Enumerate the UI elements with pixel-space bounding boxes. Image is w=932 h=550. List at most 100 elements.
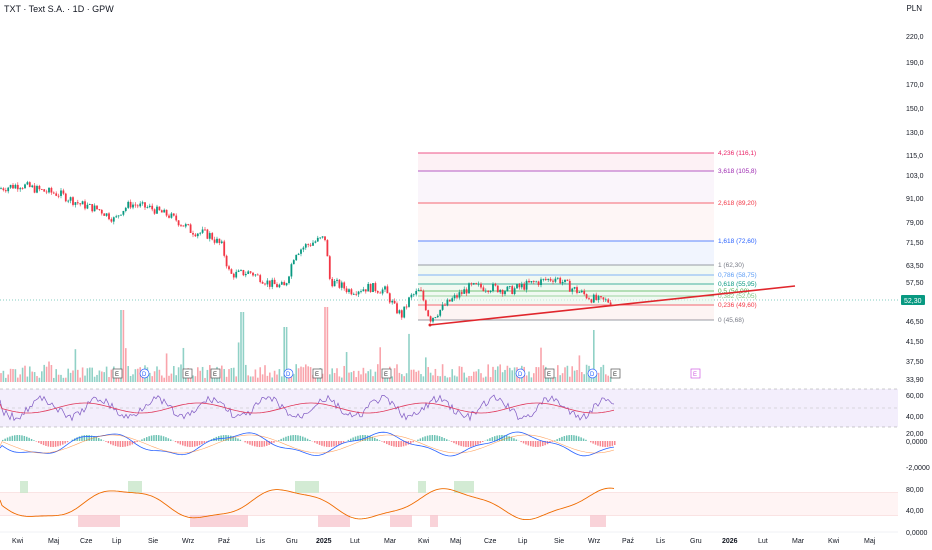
macd-histogram-bar xyxy=(429,435,431,441)
macd-histogram-bar xyxy=(508,436,510,441)
candle-body xyxy=(55,193,58,196)
candle-body xyxy=(304,244,307,248)
macd-histogram-bar xyxy=(131,441,134,445)
volume-bar xyxy=(607,375,609,382)
volume-bar xyxy=(511,370,513,382)
macd-histogram-bar xyxy=(153,435,155,441)
candle-body xyxy=(379,292,382,294)
macd-histogram-bar xyxy=(575,435,578,441)
candle-body xyxy=(475,283,478,285)
volume-bar xyxy=(547,377,549,382)
candle-body xyxy=(424,300,427,311)
macd-histogram-bar xyxy=(542,441,544,447)
volume-bar xyxy=(182,347,185,382)
volume-bar xyxy=(477,369,480,382)
volume-bar xyxy=(117,377,120,382)
macd-histogram-bar xyxy=(323,441,326,447)
candle-body xyxy=(552,280,554,282)
volume-bar xyxy=(372,376,374,382)
candle-body xyxy=(300,249,302,254)
macd-histogram-bar xyxy=(570,435,573,441)
candle-body xyxy=(76,202,79,204)
earnings-marker xyxy=(381,368,392,379)
volume-bar xyxy=(254,369,257,382)
macd-histogram-bar xyxy=(314,441,316,443)
volume-bar xyxy=(482,377,485,382)
candle-body xyxy=(436,315,439,318)
macd-histogram-bar xyxy=(366,435,369,441)
macd-histogram-bar xyxy=(234,437,237,441)
volume-bar xyxy=(525,375,528,382)
candle-body xyxy=(564,279,566,283)
candle-body xyxy=(585,294,588,299)
candle-body xyxy=(460,292,463,294)
volume-bar xyxy=(593,330,595,382)
macd-histogram-bar xyxy=(40,441,42,445)
macd-histogram-bar xyxy=(402,441,405,447)
candle-body xyxy=(38,185,41,190)
trendline-anchor xyxy=(428,323,432,327)
candle-body xyxy=(604,299,607,301)
volume-bar xyxy=(341,377,343,382)
macd-histogram-bar xyxy=(534,441,537,447)
candle-body xyxy=(235,271,238,278)
macd-histogram-bar xyxy=(290,435,292,441)
candle-body xyxy=(566,279,569,281)
macd-histogram-bar xyxy=(261,441,263,447)
macd-histogram-bar xyxy=(2,439,4,441)
macd-histogram-bar xyxy=(244,441,246,443)
volume-bar xyxy=(408,333,410,382)
macd-histogram-bar xyxy=(328,441,330,447)
candle-body xyxy=(350,289,353,295)
volume-bar xyxy=(362,367,365,382)
macd-histogram-bar xyxy=(561,436,563,441)
currency-label[interactable]: PLN xyxy=(906,4,922,13)
candle-body xyxy=(112,217,115,222)
macd-histogram-bar xyxy=(38,441,40,443)
volume-bar xyxy=(84,375,86,382)
symbol-title[interactable]: TXT · Text S.A. · 1D · GPW xyxy=(4,4,114,14)
volume-bar xyxy=(415,371,417,382)
macd-histogram-bar xyxy=(30,438,33,441)
macd-histogram-bar xyxy=(107,441,110,444)
candle-body xyxy=(0,188,2,190)
volume-bar xyxy=(163,377,165,382)
macd-histogram-bar xyxy=(155,435,158,441)
candle-body xyxy=(540,279,542,286)
candle-body xyxy=(28,182,31,187)
volume-bar xyxy=(609,377,612,382)
candle-body xyxy=(290,264,293,277)
rsi-scale-tick: 40,00 xyxy=(906,414,924,421)
volume-bar xyxy=(463,372,465,382)
volume-bar xyxy=(281,376,283,382)
volume-bar xyxy=(348,372,350,382)
volume-bar xyxy=(266,375,269,382)
volume-bar xyxy=(461,366,463,382)
macd-scale-tick: -2,0000 xyxy=(906,465,930,472)
volume-bar xyxy=(55,369,57,382)
volume-bar xyxy=(151,376,153,382)
candle-body xyxy=(151,205,154,210)
macd-histogram-bar xyxy=(71,439,74,441)
volume-bar xyxy=(492,366,494,382)
volume-bar xyxy=(0,373,2,382)
candle-body xyxy=(67,200,70,202)
volume-bar xyxy=(497,366,499,382)
candle-body xyxy=(232,273,235,278)
volume-bar xyxy=(158,369,161,382)
macd-histogram-bar xyxy=(136,441,138,442)
volume-bar xyxy=(132,374,134,382)
candle-body xyxy=(316,237,319,242)
macd-histogram-bar xyxy=(525,441,527,445)
candle-body xyxy=(559,277,562,284)
candle-body xyxy=(518,284,521,288)
volume-bar xyxy=(585,364,588,382)
volume-bar xyxy=(427,367,429,382)
macd-histogram-bar xyxy=(412,441,414,443)
candle-body xyxy=(537,281,540,286)
candle-body xyxy=(177,220,180,226)
fib-level-label: 0,382 (52,05) xyxy=(718,293,757,300)
candle-body xyxy=(434,317,437,318)
fib-zone xyxy=(418,305,714,320)
